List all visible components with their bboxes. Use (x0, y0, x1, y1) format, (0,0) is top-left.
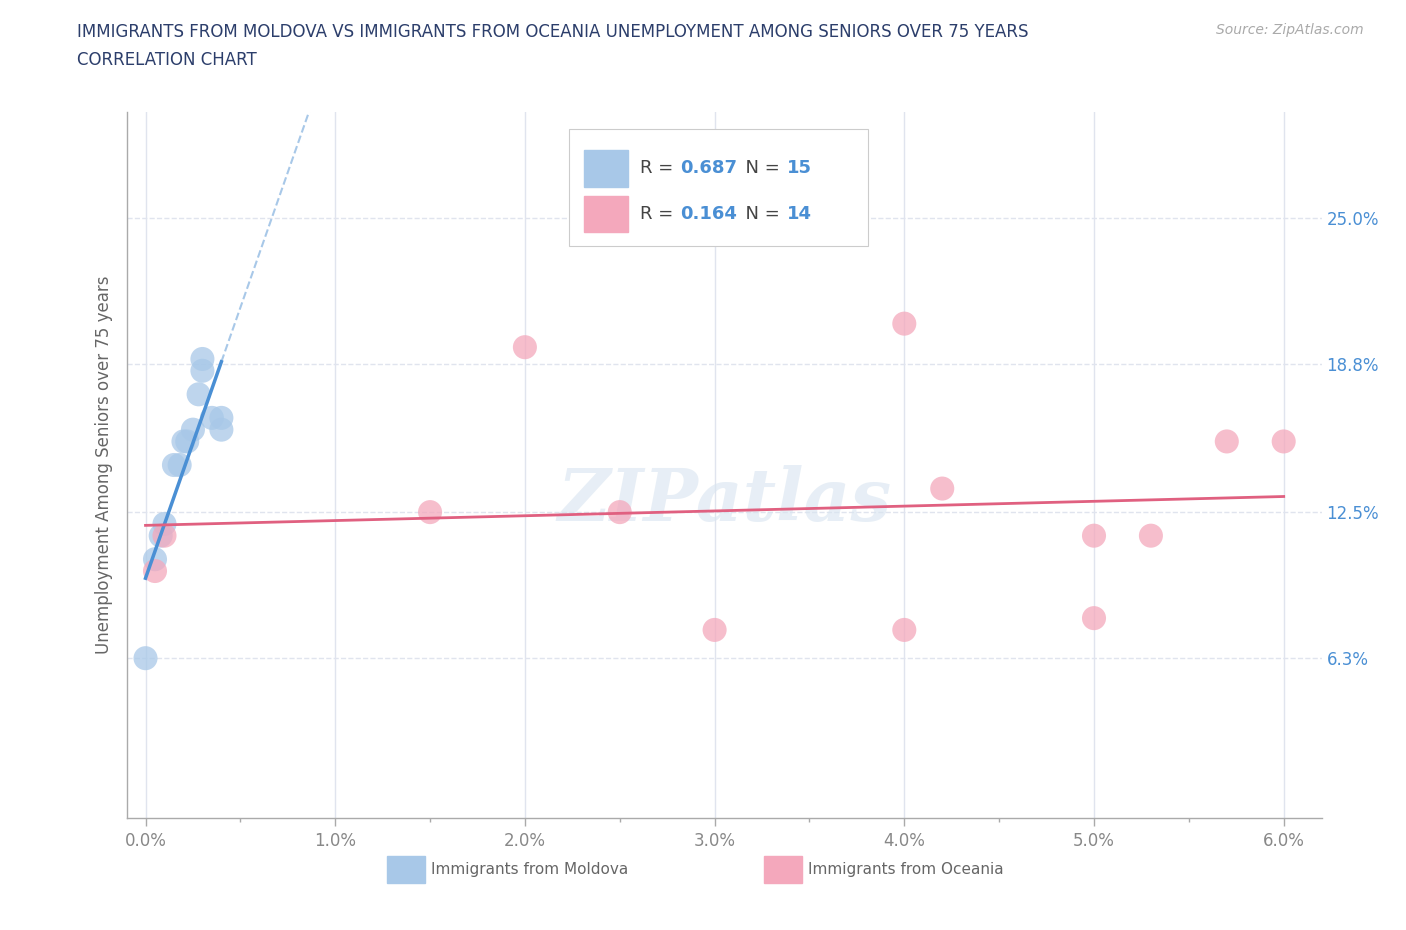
Text: R =: R = (640, 206, 679, 223)
Text: IMMIGRANTS FROM MOLDOVA VS IMMIGRANTS FROM OCEANIA UNEMPLOYMENT AMONG SENIORS OV: IMMIGRANTS FROM MOLDOVA VS IMMIGRANTS FR… (77, 23, 1029, 41)
Text: ZIPatlas: ZIPatlas (557, 465, 891, 536)
Point (703, 622, 725, 637)
Point (1272, 434, 1295, 449)
Point (181, 422, 204, 437)
Point (191, 364, 214, 379)
Point (1140, 528, 1163, 543)
Text: Immigrants from Moldova: Immigrants from Moldova (432, 862, 628, 877)
FancyBboxPatch shape (568, 129, 868, 246)
Point (172, 434, 194, 449)
Text: 14: 14 (787, 206, 813, 223)
Point (513, 339, 536, 354)
Text: N =: N = (734, 159, 785, 177)
Text: 15: 15 (787, 159, 813, 177)
Point (153, 516, 176, 531)
Text: CORRELATION CHART: CORRELATION CHART (77, 51, 257, 69)
FancyBboxPatch shape (763, 856, 801, 884)
Point (143, 551, 166, 566)
Point (153, 528, 176, 543)
Point (1083, 611, 1105, 626)
Point (209, 410, 232, 425)
Point (187, 387, 209, 402)
FancyBboxPatch shape (387, 856, 425, 884)
Point (419, 505, 441, 520)
Text: 0.164: 0.164 (681, 206, 737, 223)
Point (893, 316, 915, 331)
FancyBboxPatch shape (585, 195, 628, 232)
Point (134, 651, 156, 666)
Text: Source: ZipAtlas.com: Source: ZipAtlas.com (1216, 23, 1364, 37)
Y-axis label: Unemployment Among Seniors over 75 years: Unemployment Among Seniors over 75 years (94, 276, 112, 654)
Point (893, 622, 915, 637)
Point (163, 458, 186, 472)
Point (609, 505, 631, 520)
Point (143, 564, 166, 578)
Point (1216, 434, 1239, 449)
Point (169, 458, 191, 472)
Point (201, 410, 224, 425)
Point (931, 481, 953, 496)
Point (1083, 528, 1105, 543)
Point (191, 352, 214, 366)
Text: Immigrants from Oceania: Immigrants from Oceania (807, 862, 1004, 877)
FancyBboxPatch shape (585, 150, 628, 187)
Text: 0.687: 0.687 (681, 159, 737, 177)
Point (209, 422, 232, 437)
Point (149, 528, 172, 543)
Point (176, 434, 198, 449)
Text: R =: R = (640, 159, 679, 177)
Text: N =: N = (734, 206, 785, 223)
